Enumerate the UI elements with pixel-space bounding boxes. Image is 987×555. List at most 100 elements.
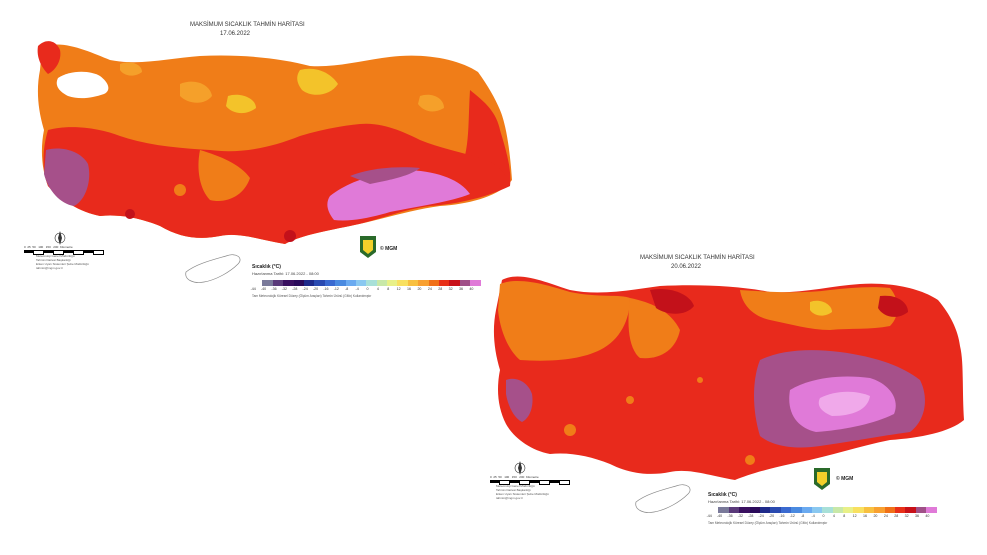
dark-red-patch: [650, 288, 694, 314]
color-scale-swatch: [843, 507, 854, 513]
legend-note: Tam Meteorolojik Küresel Düzey (Ölçüm Ar…: [252, 294, 372, 298]
yellow-patch: [810, 300, 832, 316]
color-scale-swatch: [791, 507, 802, 513]
credit-line: Erken Uyarı Sistemleri Şube Müdürlüğü: [36, 262, 89, 266]
color-scale-swatch: [926, 507, 937, 513]
color-scale-swatch: [303, 280, 315, 286]
orange-spot: [745, 455, 755, 465]
color-scale-label: -20: [312, 287, 319, 291]
aegean-violet: [506, 378, 533, 422]
map-title: MAKSİMUM SICAKLIK TAHMİN HARİTASI: [190, 22, 305, 28]
color-scale-swatch: [749, 507, 760, 513]
color-scale: [252, 280, 481, 286]
color-scale-label: -24: [758, 514, 764, 518]
color-scale-label: 4: [832, 514, 835, 518]
dark-red-patch: [878, 295, 908, 317]
color-scale-label: 16: [863, 514, 868, 518]
color-scale-swatch: [366, 280, 377, 286]
color-scale-label: -28: [292, 287, 298, 291]
color-scale-label: 24: [427, 287, 432, 291]
orange-spot: [626, 396, 634, 404]
color-scale-swatch: [439, 280, 450, 286]
color-scale-labels: -44 -40 -36 -32 -28 -24 -20 -16 -12 -8 -4 0 4 8 12 16 20…: [248, 287, 477, 291]
orange-spot: [174, 184, 186, 196]
color-scale-swatch: [874, 507, 885, 513]
distance-scalebar: [24, 250, 104, 255]
mgm-label: © MGM: [380, 246, 398, 252]
color-scale-label: -36: [271, 287, 277, 291]
color-scale-label: -16: [323, 287, 329, 291]
credit-line: Meteoroloji Genel Müdürlüğü: [36, 254, 75, 258]
yellow-patch: [120, 62, 142, 76]
color-scale-swatch: [470, 280, 481, 286]
color-scale-label: 32: [904, 514, 909, 518]
color-scale-label: -24: [302, 287, 308, 291]
color-scale-label: 20: [873, 514, 878, 518]
color-scale-label: 4: [376, 287, 379, 291]
color-scale-swatch: [324, 280, 336, 286]
color-scale-label: -40: [716, 514, 723, 518]
color-scale-label: 28: [438, 287, 443, 291]
color-scale-label: -4: [355, 287, 359, 291]
color-scale-label: -32: [737, 514, 743, 518]
color-scale-label: -32: [281, 287, 287, 291]
yellow-patch: [418, 94, 444, 112]
credit-line: Erken Uyarı Sistemleri Şube Müdürlüğü: [496, 492, 549, 496]
color-scale-label: -4: [811, 514, 815, 518]
color-scale-label: 24: [883, 514, 888, 518]
color-scale-swatch: [459, 280, 471, 286]
turkey-map-1: [37, 41, 512, 283]
color-scale-swatch: [905, 507, 916, 513]
color-scale-label: 12: [396, 287, 401, 291]
yellow-patch: [297, 68, 338, 95]
color-scale: [708, 507, 937, 513]
credit-line: tahmin@mgm.gov.tr: [36, 266, 63, 270]
color-scale-label: 32: [448, 287, 453, 291]
orange-spot: [697, 377, 703, 383]
mgm-label: © MGM: [836, 476, 854, 482]
color-scale-swatch: [822, 507, 833, 513]
color-scale-swatch: [801, 507, 812, 513]
color-scale-swatch: [449, 280, 460, 286]
color-scale-label: 40: [925, 514, 930, 518]
color-scale-label: 16: [407, 287, 412, 291]
color-scale-swatch: [718, 507, 729, 513]
color-scale-label: 36: [459, 287, 463, 291]
color-scale-swatch: [418, 280, 429, 286]
scalebar-labels: 0 25 50 100 150 200 Kilometre: [490, 475, 539, 479]
color-scale-labels: -44 -40 -36 -32 -28 -24 -20 -16 -12 -8 -4 0 4 8 12 16 20…: [704, 514, 933, 518]
color-scale-swatch: [355, 280, 367, 286]
hot-spot: [125, 209, 135, 219]
thrace-region: [37, 41, 61, 74]
legend-subtitle: Hazırlanma Tarihi: 17.06.2022 - 08:00: [708, 499, 775, 504]
color-scale-swatch: [770, 507, 781, 513]
temperature-map-1: MAKSİMUM SICAKLIK TAHMİN HARİTASI 17.06.…: [0, 0, 520, 298]
color-scale-swatch: [293, 280, 304, 286]
compass-icon: [54, 231, 66, 245]
color-scale-swatch: [915, 507, 927, 513]
color-scale-swatch: [387, 280, 398, 286]
color-scale-swatch: [283, 280, 294, 286]
color-scale-swatch: [376, 280, 388, 286]
color-scale-swatch: [407, 280, 419, 286]
central-orange: [198, 150, 250, 202]
southeast-violet: [350, 167, 420, 184]
color-scale-swatch: [262, 280, 273, 286]
color-scale-label: -12: [333, 287, 339, 291]
color-scale-swatch: [345, 280, 356, 286]
color-scale-label: -28: [748, 514, 754, 518]
color-scale-label: 40: [469, 287, 474, 291]
compass-icon: [514, 461, 526, 475]
color-scale-label: -12: [789, 514, 795, 518]
color-scale-swatch: [272, 280, 284, 286]
color-scale-swatch: [335, 280, 346, 286]
color-scale-label: 28: [894, 514, 899, 518]
turkey-map-2: [493, 276, 964, 513]
color-scale-label: -8: [345, 287, 349, 291]
color-scale-swatch: [832, 507, 844, 513]
color-scale-label: -36: [727, 514, 733, 518]
color-scale-label: -40: [260, 287, 267, 291]
east-pink-light: [818, 391, 870, 416]
color-scale-label: 20: [417, 287, 422, 291]
color-scale-label: -20: [768, 514, 775, 518]
